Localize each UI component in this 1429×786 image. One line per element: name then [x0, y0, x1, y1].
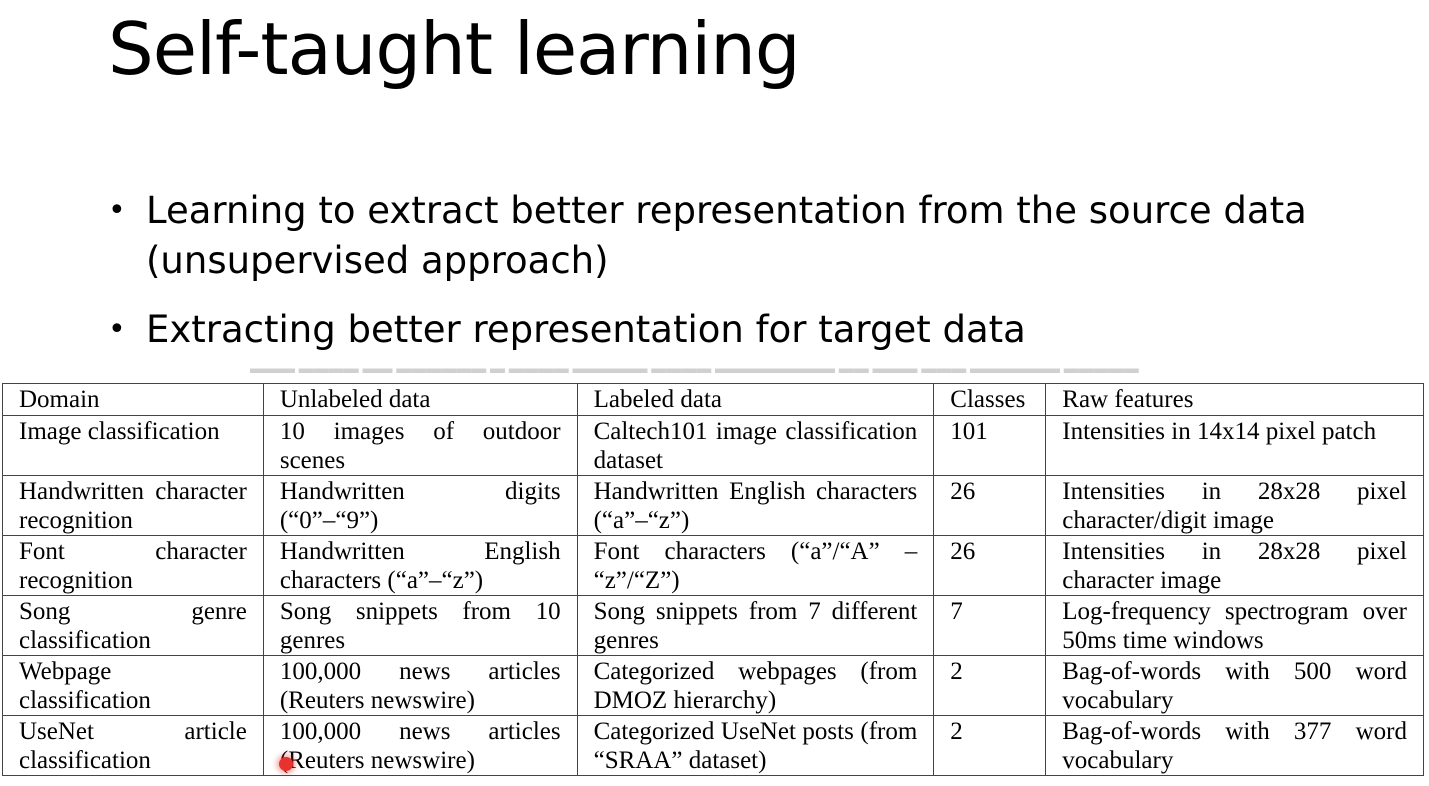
cell-domain: Webpage classification [2, 655, 264, 716]
cell-classes: 101 [933, 415, 1047, 476]
bullet-item: • Learning to extract better representat… [108, 186, 1358, 286]
cell-labeled-data: Handwritten English characters (“a”–“z”) [576, 475, 935, 536]
cell-unlabeled-data: 100,000 news articles (Reuters newswire) [262, 655, 578, 716]
header-unlabeled-data: Unlabeled data [262, 383, 578, 416]
cell-labeled-data: Categorized UseNet posts (from “SRAA” da… [576, 715, 935, 776]
faint-table-caption: ▬▬▬ ▬▬▬▬ ▬▬ ▬▬▬▬▬▬ ▬ ▬▬▬▬ ▬▬▬▬▬ ▬▬▬▬ ▬▬▬… [250, 363, 1139, 375]
bullet-dot-icon: • [108, 193, 126, 228]
cell-unlabeled-data: Song snippets from 10 genres [262, 595, 578, 656]
table-row: Song genre classification Song snippets … [2, 595, 1424, 656]
bullet-dot-icon: • [108, 312, 126, 347]
table-row: Webpage classification 100,000 news arti… [2, 655, 1424, 716]
cell-raw-features: Intensities in 14x14 pixel patch [1045, 415, 1424, 476]
table-row: Font character recognition Handwritten E… [2, 535, 1424, 596]
cell-labeled-data: Caltech101 image classification dataset [576, 415, 935, 476]
cell-classes: 26 [933, 475, 1047, 536]
table-row: UseNet article classification 100,000 ne… [2, 715, 1424, 776]
table-header-row: Domain Unlabeled data Labeled data Class… [2, 383, 1424, 416]
bullet-item: • Extracting better representation for t… [108, 305, 1358, 355]
cell-raw-features: Log-frequency spectrogram over 50ms time… [1045, 595, 1424, 656]
cell-raw-features: Intensities in 28x28 pixel character/dig… [1045, 475, 1424, 536]
cell-domain: UseNet article classification [2, 715, 264, 776]
table-row: Handwritten character recognition Handwr… [2, 475, 1424, 536]
cell-unlabeled-data: 100,000 news articles (Reuters newswire) [262, 715, 578, 776]
cell-domain: Handwritten character recognition [2, 475, 264, 536]
cell-domain: Song genre classification [2, 595, 264, 656]
cell-unlabeled-data: Handwritten digits (“0”–“9”) [262, 475, 578, 536]
cell-labeled-data: Font characters (“a”/“A” – “z”/“Z”) [576, 535, 935, 596]
cell-classes: 2 [933, 655, 1047, 716]
bullet-text: Extracting better representation for tar… [146, 308, 1026, 351]
domains-table: Domain Unlabeled data Labeled data Class… [2, 383, 1424, 776]
cell-raw-features: Bag-of-words with 377 word vocabulary [1045, 715, 1424, 776]
cell-domain: Image classification [2, 415, 264, 476]
header-labeled-data: Labeled data [576, 383, 935, 416]
bullet-text: Learning to extract better representatio… [146, 189, 1307, 282]
cell-domain: Font character recognition [2, 535, 264, 596]
cell-unlabeled-data: Handwritten English characters (“a”–“z”) [262, 535, 578, 596]
slide-title: Self-taught learning [108, 7, 801, 91]
cell-raw-features: Intensities in 28x28 pixel character ima… [1045, 535, 1424, 596]
header-raw-features: Raw features [1045, 383, 1424, 416]
cell-labeled-data: Categorized webpages (from DMOZ hierarch… [576, 655, 935, 716]
cell-raw-features: Bag-of-words with 500 word vocabulary [1045, 655, 1424, 716]
header-classes: Classes [933, 383, 1047, 416]
cell-classes: 26 [933, 535, 1047, 596]
header-domain: Domain [2, 383, 264, 416]
cell-classes: 2 [933, 715, 1047, 776]
table-row: Image classification 10 images of outdoo… [2, 415, 1424, 476]
bullet-list: • Learning to extract better representat… [108, 186, 1358, 374]
pointer-cursor-icon [279, 757, 293, 771]
cell-unlabeled-data: 10 images of outdoor scenes [262, 415, 578, 476]
cell-classes: 7 [933, 595, 1047, 656]
cell-labeled-data: Song snippets from 7 different genres [576, 595, 935, 656]
